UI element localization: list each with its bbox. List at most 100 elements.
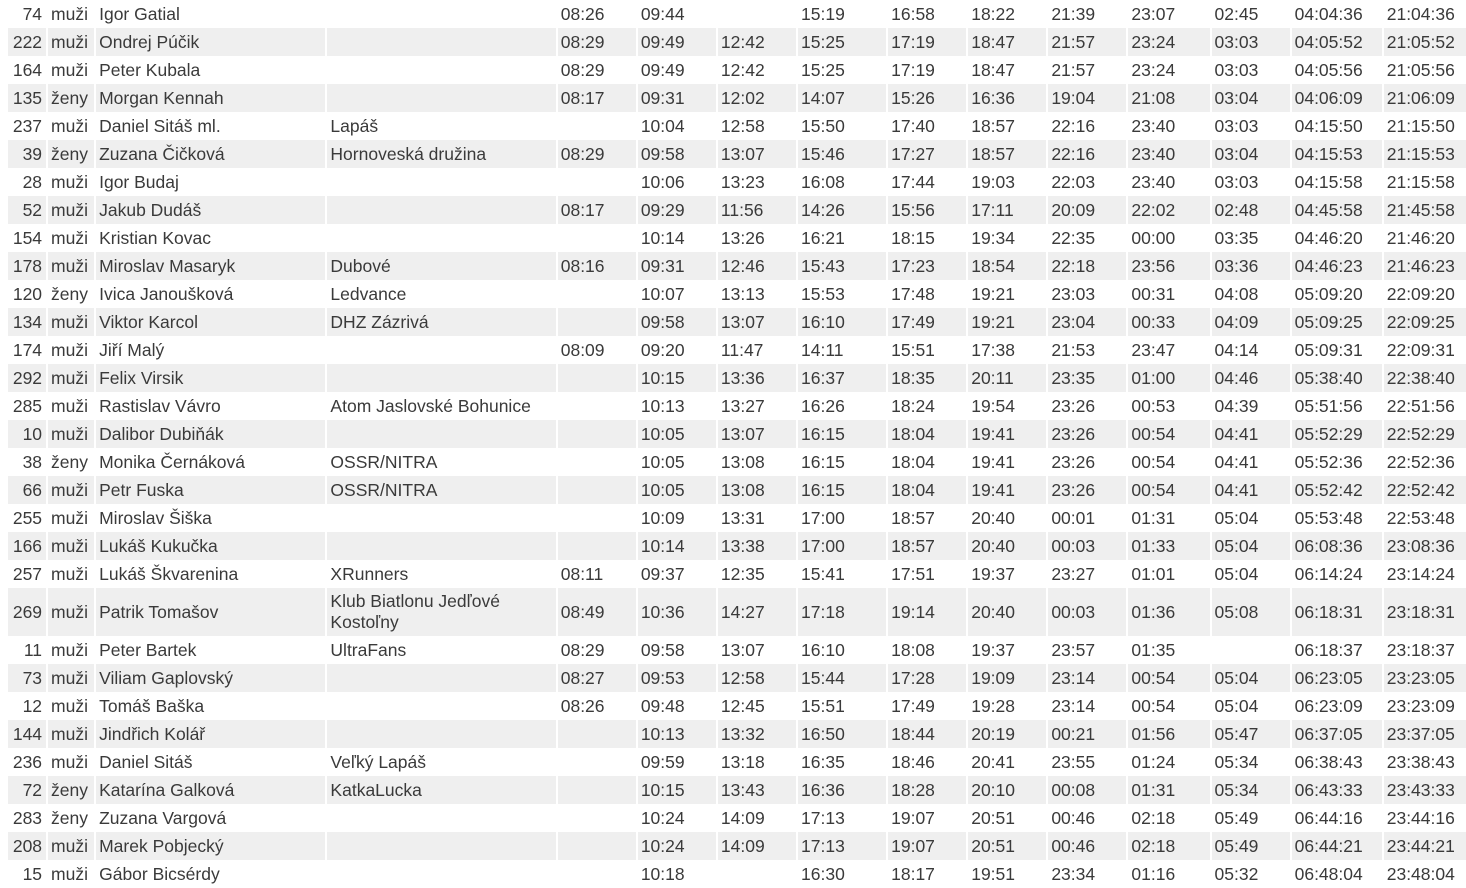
category-cell: muži (51, 395, 88, 416)
checkpoint-2-cell: 10:05 (637, 420, 716, 448)
checkpoint-2-cell: 09:31 (637, 252, 716, 280)
checkpoint-9-cell: 04:08 (1214, 283, 1259, 304)
finish-time-cell: 21:45:58 (1383, 196, 1466, 224)
club-cell: OSSR/NITRA (330, 451, 438, 472)
checkpoint-3-cell: 13:27 (720, 395, 765, 416)
checkpoint-8-cell: 23:56 (1128, 252, 1210, 280)
bib-number-cell: 283 (12, 807, 43, 828)
club-cell (327, 56, 555, 84)
checkpoint-5-cell: 17:40 (891, 115, 935, 136)
checkpoint-6-cell: 18:57 (968, 140, 1047, 168)
checkpoint-8-cell: 01:33 (1128, 532, 1210, 560)
checkpoint-3-cell: 13:08 (717, 476, 797, 504)
runner-name-cell: Zuzana Čičková (96, 140, 326, 168)
checkpoint-3-cell: 13:23 (720, 171, 765, 192)
total-time-cell: 06:23:09 (1294, 695, 1363, 716)
bib-number-cell: 174 (12, 339, 43, 360)
checkpoint-1-cell (558, 280, 636, 308)
total-time-cell: 06:48:04 (1294, 863, 1363, 884)
finish-time-cell: 22:53:48 (1386, 507, 1455, 528)
category-cell: muži (51, 3, 88, 24)
table-row: 135 ženy Morgan Kennah 08:17 09:31 12:02 14:07… (8, 84, 1466, 112)
checkpoint-9-cell: 03:03 (1214, 171, 1259, 192)
club-cell (327, 860, 555, 888)
checkpoint-7-cell: 00:08 (1048, 776, 1127, 804)
checkpoint-9-cell: 05:04 (1211, 664, 1290, 692)
checkpoint-2-cell: 10:13 (637, 720, 716, 748)
runner-name-cell: Ivica Janoušková (99, 283, 234, 304)
total-time-cell: 06:44:21 (1291, 832, 1382, 860)
checkpoint-5-cell: 18:04 (891, 451, 935, 472)
checkpoint-5-cell: 17:44 (891, 171, 935, 192)
checkpoint-2-cell: 10:06 (640, 171, 685, 192)
finish-time-cell: 22:51:56 (1386, 395, 1455, 416)
bib-number-cell: 135 (8, 84, 47, 112)
checkpoint-2-cell: 10:07 (640, 283, 685, 304)
checkpoint-8-cell: 01:35 (1131, 639, 1176, 660)
table-row: 222 muži Ondrej Púčik 08:29 09:49 12:42 15:25 1… (8, 28, 1466, 56)
runner-name-cell: Miroslav Šiška (99, 507, 212, 528)
club-cell: Atom Jaslovské Bohunice (330, 395, 531, 416)
bib-number-cell: 208 (8, 832, 47, 860)
checkpoint-9-cell: 05:04 (1214, 695, 1259, 716)
runner-name-cell: Viliam Gaplovský (96, 664, 326, 692)
checkpoint-2-cell: 10:09 (640, 507, 685, 528)
checkpoint-6-cell: 20:41 (971, 751, 1016, 772)
table-row: 178 muži Miroslav Masaryk Dubové 08:16 09:31 1… (8, 252, 1466, 280)
checkpoint-7-cell: 22:18 (1048, 252, 1127, 280)
checkpoint-3-cell: 12:58 (717, 664, 797, 692)
checkpoint-7-cell: 23:26 (1051, 451, 1096, 472)
finish-time-cell: 23:43:33 (1383, 776, 1466, 804)
finish-time-cell: 22:09:31 (1386, 339, 1455, 360)
checkpoint-2-cell: 10:15 (637, 776, 716, 804)
checkpoint-4-cell: 16:10 (798, 308, 887, 336)
checkpoint-4-cell: 14:07 (798, 84, 887, 112)
checkpoint-1-cell (558, 168, 636, 196)
club-cell: UltraFans (330, 639, 407, 660)
bib-number-cell: 164 (12, 59, 43, 80)
checkpoint-9-cell: 03:35 (1214, 227, 1259, 248)
bib-number-cell: 166 (8, 532, 47, 560)
checkpoint-7-cell: 21:57 (1051, 59, 1096, 80)
checkpoint-6-cell: 17:11 (968, 196, 1047, 224)
checkpoint-7-cell: 23:27 (1051, 563, 1096, 584)
total-time-cell: 04:04:36 (1294, 3, 1363, 24)
finish-time-cell: 23:44:21 (1383, 832, 1466, 860)
checkpoint-3-cell: 13:13 (720, 283, 765, 304)
checkpoint-8-cell: 00:54 (1128, 420, 1210, 448)
checkpoint-6-cell: 19:21 (968, 308, 1047, 336)
checkpoint-5-cell: 19:07 (888, 832, 967, 860)
runner-name-cell: Petr Fuska (96, 476, 326, 504)
bib-number-cell: 292 (8, 364, 47, 392)
checkpoint-8-cell: 23:07 (1131, 3, 1176, 24)
checkpoint-4-cell: 16:26 (801, 395, 845, 416)
finish-time-cell: 23:14:24 (1386, 563, 1455, 584)
checkpoint-2-cell: 09:29 (637, 196, 716, 224)
checkpoint-3-cell: 13:31 (720, 507, 765, 528)
runner-name-cell: Kristian Kovac (99, 227, 211, 248)
checkpoint-1-cell (557, 476, 636, 504)
checkpoint-6-cell: 19:28 (971, 695, 1016, 716)
club-cell: Lapáš (330, 115, 379, 136)
checkpoint-9-cell: 03:04 (1211, 84, 1290, 112)
bib-number-cell: 134 (8, 308, 47, 336)
total-time-cell: 06:37:05 (1291, 720, 1382, 748)
checkpoint-6-cell: 20:40 (971, 507, 1016, 528)
checkpoint-2-cell: 09:37 (640, 563, 685, 584)
checkpoint-7-cell: 23:35 (1048, 364, 1127, 392)
checkpoint-5-cell: 18:57 (888, 532, 967, 560)
checkpoint-3-cell (718, 0, 796, 28)
checkpoint-1-cell (557, 776, 636, 804)
checkpoint-1-cell: 08:29 (557, 28, 636, 56)
category-cell: muži (48, 720, 95, 748)
checkpoint-7-cell: 23:57 (1051, 639, 1096, 660)
checkpoint-2-cell: 09:20 (640, 339, 685, 360)
checkpoint-6-cell: 20:19 (968, 720, 1047, 748)
checkpoint-6-cell: 19:41 (968, 476, 1047, 504)
club-cell (327, 196, 556, 224)
checkpoint-7-cell: 22:16 (1051, 115, 1096, 136)
table-row: 74 muži Igor Gatial 08:26 09:44 15:19 16:58 18:… (8, 0, 1466, 28)
checkpoint-6-cell: 16:36 (968, 84, 1047, 112)
checkpoint-2-cell: 10:36 (637, 588, 716, 636)
finish-time-cell: 21:15:53 (1383, 140, 1466, 168)
